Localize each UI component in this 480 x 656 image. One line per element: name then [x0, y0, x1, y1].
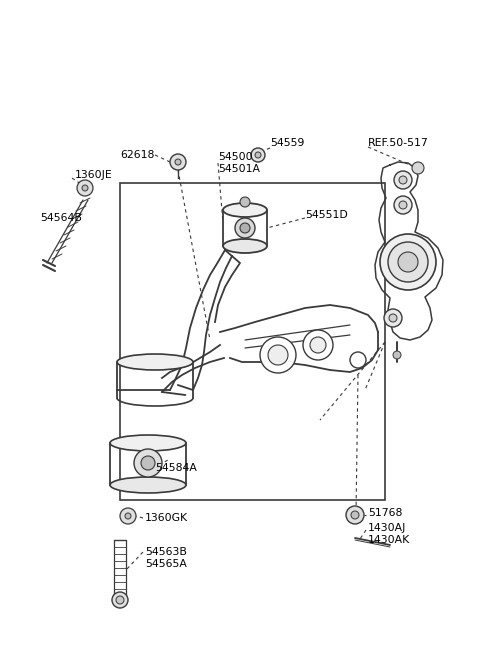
Circle shape [351, 511, 359, 519]
Circle shape [120, 508, 136, 524]
Ellipse shape [223, 239, 267, 253]
Text: 54565A: 54565A [145, 559, 187, 569]
Circle shape [303, 330, 333, 360]
Circle shape [240, 223, 250, 233]
Ellipse shape [110, 477, 186, 493]
Text: 51768: 51768 [368, 508, 402, 518]
Text: 54559: 54559 [270, 138, 304, 148]
Circle shape [310, 337, 326, 353]
Text: 54501A: 54501A [218, 164, 260, 174]
Text: 1360GK: 1360GK [145, 513, 188, 523]
Text: 54563B: 54563B [145, 547, 187, 557]
Circle shape [255, 152, 261, 158]
Text: 54564B: 54564B [40, 213, 82, 223]
Text: 1360JE: 1360JE [75, 170, 113, 180]
Text: 1430AK: 1430AK [368, 535, 410, 545]
Ellipse shape [110, 435, 186, 451]
Circle shape [394, 171, 412, 189]
Circle shape [399, 176, 407, 184]
Circle shape [112, 592, 128, 608]
Circle shape [346, 506, 364, 524]
Text: 54584A: 54584A [155, 463, 197, 473]
Circle shape [412, 162, 424, 174]
Circle shape [388, 242, 428, 282]
Circle shape [350, 352, 366, 368]
Circle shape [389, 314, 397, 322]
Circle shape [82, 185, 88, 191]
Text: 1430AJ: 1430AJ [368, 523, 407, 533]
Circle shape [268, 345, 288, 365]
Circle shape [170, 154, 186, 170]
Circle shape [394, 196, 412, 214]
Ellipse shape [223, 203, 267, 217]
Circle shape [393, 351, 401, 359]
Circle shape [116, 596, 124, 604]
Bar [120, 183, 385, 500]
Text: 54551D: 54551D [305, 210, 348, 220]
Circle shape [240, 197, 250, 207]
Ellipse shape [117, 354, 193, 370]
Circle shape [384, 309, 402, 327]
Text: REF.50-517: REF.50-517 [368, 138, 429, 148]
Circle shape [399, 201, 407, 209]
Circle shape [77, 180, 93, 196]
Circle shape [260, 337, 296, 373]
Text: 54500: 54500 [218, 152, 252, 162]
Circle shape [235, 218, 255, 238]
Circle shape [141, 456, 155, 470]
Circle shape [251, 148, 265, 162]
Text: 62618: 62618 [120, 150, 155, 160]
Circle shape [125, 513, 131, 519]
Circle shape [398, 252, 418, 272]
Circle shape [175, 159, 181, 165]
Circle shape [380, 234, 436, 290]
Circle shape [134, 449, 162, 477]
